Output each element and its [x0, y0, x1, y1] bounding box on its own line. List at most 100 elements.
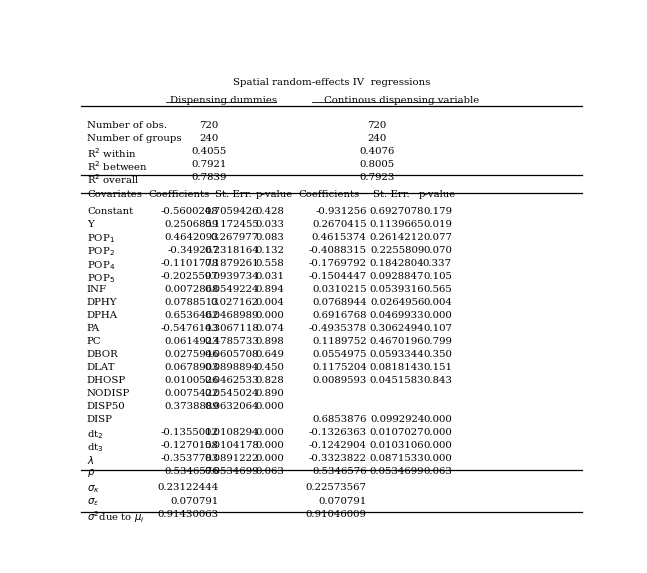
Text: 0.0264956: 0.0264956 — [370, 298, 424, 307]
Text: 0.898: 0.898 — [255, 337, 284, 346]
Text: DISP: DISP — [87, 415, 113, 424]
Text: 0.074: 0.074 — [255, 324, 284, 333]
Text: 0.0310215: 0.0310215 — [312, 285, 367, 294]
Text: DHOSP: DHOSP — [87, 376, 126, 385]
Text: 0.0678903: 0.0678903 — [164, 363, 219, 372]
Text: 0.3067118: 0.3067118 — [204, 324, 259, 333]
Text: 0.7923: 0.7923 — [359, 172, 395, 182]
Text: 0.0275946: 0.0275946 — [164, 350, 219, 359]
Text: 0.000: 0.000 — [255, 311, 284, 320]
Text: 0.107: 0.107 — [423, 324, 452, 333]
Text: -0.1504447: -0.1504447 — [309, 272, 367, 281]
Text: 0.077: 0.077 — [423, 233, 452, 242]
Text: $\lambda$: $\lambda$ — [87, 454, 94, 466]
Text: 0.0768944: 0.0768944 — [312, 298, 367, 307]
Text: $\sigma_{\epsilon}$: $\sigma_{\epsilon}$ — [87, 497, 99, 508]
Text: 0.558: 0.558 — [255, 258, 284, 268]
Text: -0.5600248: -0.5600248 — [161, 207, 219, 215]
Text: 0.027162: 0.027162 — [211, 298, 259, 307]
Text: 0.6927078: 0.6927078 — [370, 207, 424, 215]
Text: -0.4088315: -0.4088315 — [309, 246, 367, 254]
Text: 0.0534699: 0.0534699 — [370, 467, 424, 476]
Text: 0.267977: 0.267977 — [211, 233, 259, 242]
Text: 0.3062494: 0.3062494 — [369, 324, 424, 333]
Text: 0.4785733: 0.4785733 — [204, 337, 259, 346]
Text: 0.063: 0.063 — [255, 467, 284, 476]
Text: 0.22573567: 0.22573567 — [305, 484, 367, 493]
Text: Constant: Constant — [87, 207, 133, 215]
Text: 0.0534699: 0.0534699 — [204, 467, 259, 476]
Text: 0.1172455: 0.1172455 — [204, 219, 259, 229]
Text: 0.91046009: 0.91046009 — [306, 509, 367, 519]
Text: 0.5346576: 0.5346576 — [164, 467, 219, 476]
Text: 0.179: 0.179 — [423, 207, 452, 215]
Text: Continous dispensing variable: Continous dispensing variable — [324, 96, 479, 105]
Text: 0.4076: 0.4076 — [359, 147, 395, 156]
Text: p-value: p-value — [418, 190, 455, 199]
Text: Number of groups: Number of groups — [87, 134, 182, 143]
Text: Dispensing dummies: Dispensing dummies — [170, 96, 278, 105]
Text: St. Err.: St. Err. — [373, 190, 410, 199]
Text: Coefficients: Coefficients — [148, 190, 209, 199]
Text: DISP50: DISP50 — [87, 402, 126, 411]
Text: St. Err.: St. Err. — [215, 190, 252, 199]
Text: R$^2$ within: R$^2$ within — [87, 147, 137, 160]
Text: p-value: p-value — [256, 190, 292, 199]
Text: 0.063: 0.063 — [423, 467, 452, 476]
Text: 0.3738889: 0.3738889 — [164, 402, 219, 411]
Text: 0.031: 0.031 — [255, 272, 284, 281]
Text: 0.8005: 0.8005 — [359, 160, 394, 168]
Text: 0.2506859: 0.2506859 — [164, 219, 219, 229]
Text: 0.428: 0.428 — [255, 207, 284, 215]
Text: 0.7839: 0.7839 — [191, 172, 226, 182]
Text: 0.0100526: 0.0100526 — [164, 376, 219, 385]
Text: 240: 240 — [367, 134, 386, 143]
Text: $\sigma_{\kappa}$: $\sigma_{\kappa}$ — [87, 484, 100, 495]
Text: 0.000: 0.000 — [255, 428, 284, 437]
Text: 0.0103106: 0.0103106 — [369, 441, 424, 450]
Text: PA: PA — [87, 324, 100, 333]
Text: 720: 720 — [367, 120, 386, 129]
Text: 0.004: 0.004 — [255, 298, 284, 307]
Text: Covariates: Covariates — [87, 190, 142, 199]
Text: 0.450: 0.450 — [255, 363, 284, 372]
Text: 0.000: 0.000 — [423, 441, 452, 450]
Text: POP$_4$: POP$_4$ — [87, 258, 115, 272]
Text: NODISP: NODISP — [87, 389, 130, 398]
Text: 0.1879261: 0.1879261 — [204, 258, 259, 268]
Text: 0.083: 0.083 — [255, 233, 284, 242]
Text: 0.1139665: 0.1139665 — [369, 219, 424, 229]
Text: 0.070: 0.070 — [423, 246, 452, 254]
Text: 0.0992924: 0.0992924 — [370, 415, 424, 424]
Text: 0.0545024: 0.0545024 — [204, 389, 259, 398]
Text: -0.3323822: -0.3323822 — [309, 454, 367, 463]
Text: 0.828: 0.828 — [255, 376, 284, 385]
Text: DLAT: DLAT — [87, 363, 115, 372]
Text: 0.0818143: 0.0818143 — [369, 363, 424, 372]
Text: 0.2318164: 0.2318164 — [204, 246, 259, 254]
Text: INF: INF — [87, 285, 107, 294]
Text: 0.7921: 0.7921 — [191, 160, 226, 168]
Text: 0.0468989: 0.0468989 — [204, 311, 259, 320]
Text: 0.649: 0.649 — [255, 350, 284, 359]
Text: 0.070791: 0.070791 — [171, 497, 219, 505]
Text: 0.0593344: 0.0593344 — [369, 350, 424, 359]
Text: PC: PC — [87, 337, 102, 346]
Text: 0.0871533: 0.0871533 — [369, 454, 424, 463]
Text: -0.1326363: -0.1326363 — [309, 428, 367, 437]
Text: 0.2255809: 0.2255809 — [370, 246, 424, 254]
Text: -0.1101778: -0.1101778 — [160, 258, 219, 268]
Text: 0.0632064: 0.0632064 — [204, 402, 259, 411]
Text: 0.004: 0.004 — [423, 298, 452, 307]
Text: -0.931256: -0.931256 — [315, 207, 367, 215]
Text: 0.799: 0.799 — [423, 337, 452, 346]
Text: 0.000: 0.000 — [423, 311, 452, 320]
Text: 720: 720 — [199, 120, 219, 129]
Text: R$^2$ overall: R$^2$ overall — [87, 172, 140, 186]
Text: 0.6916768: 0.6916768 — [313, 311, 367, 320]
Text: 0.6536462: 0.6536462 — [164, 311, 219, 320]
Text: 0.337: 0.337 — [422, 258, 452, 268]
Text: 0.0614923: 0.0614923 — [164, 337, 219, 346]
Text: 0.6853876: 0.6853876 — [313, 415, 367, 424]
Text: dt$_2$: dt$_2$ — [87, 428, 104, 441]
